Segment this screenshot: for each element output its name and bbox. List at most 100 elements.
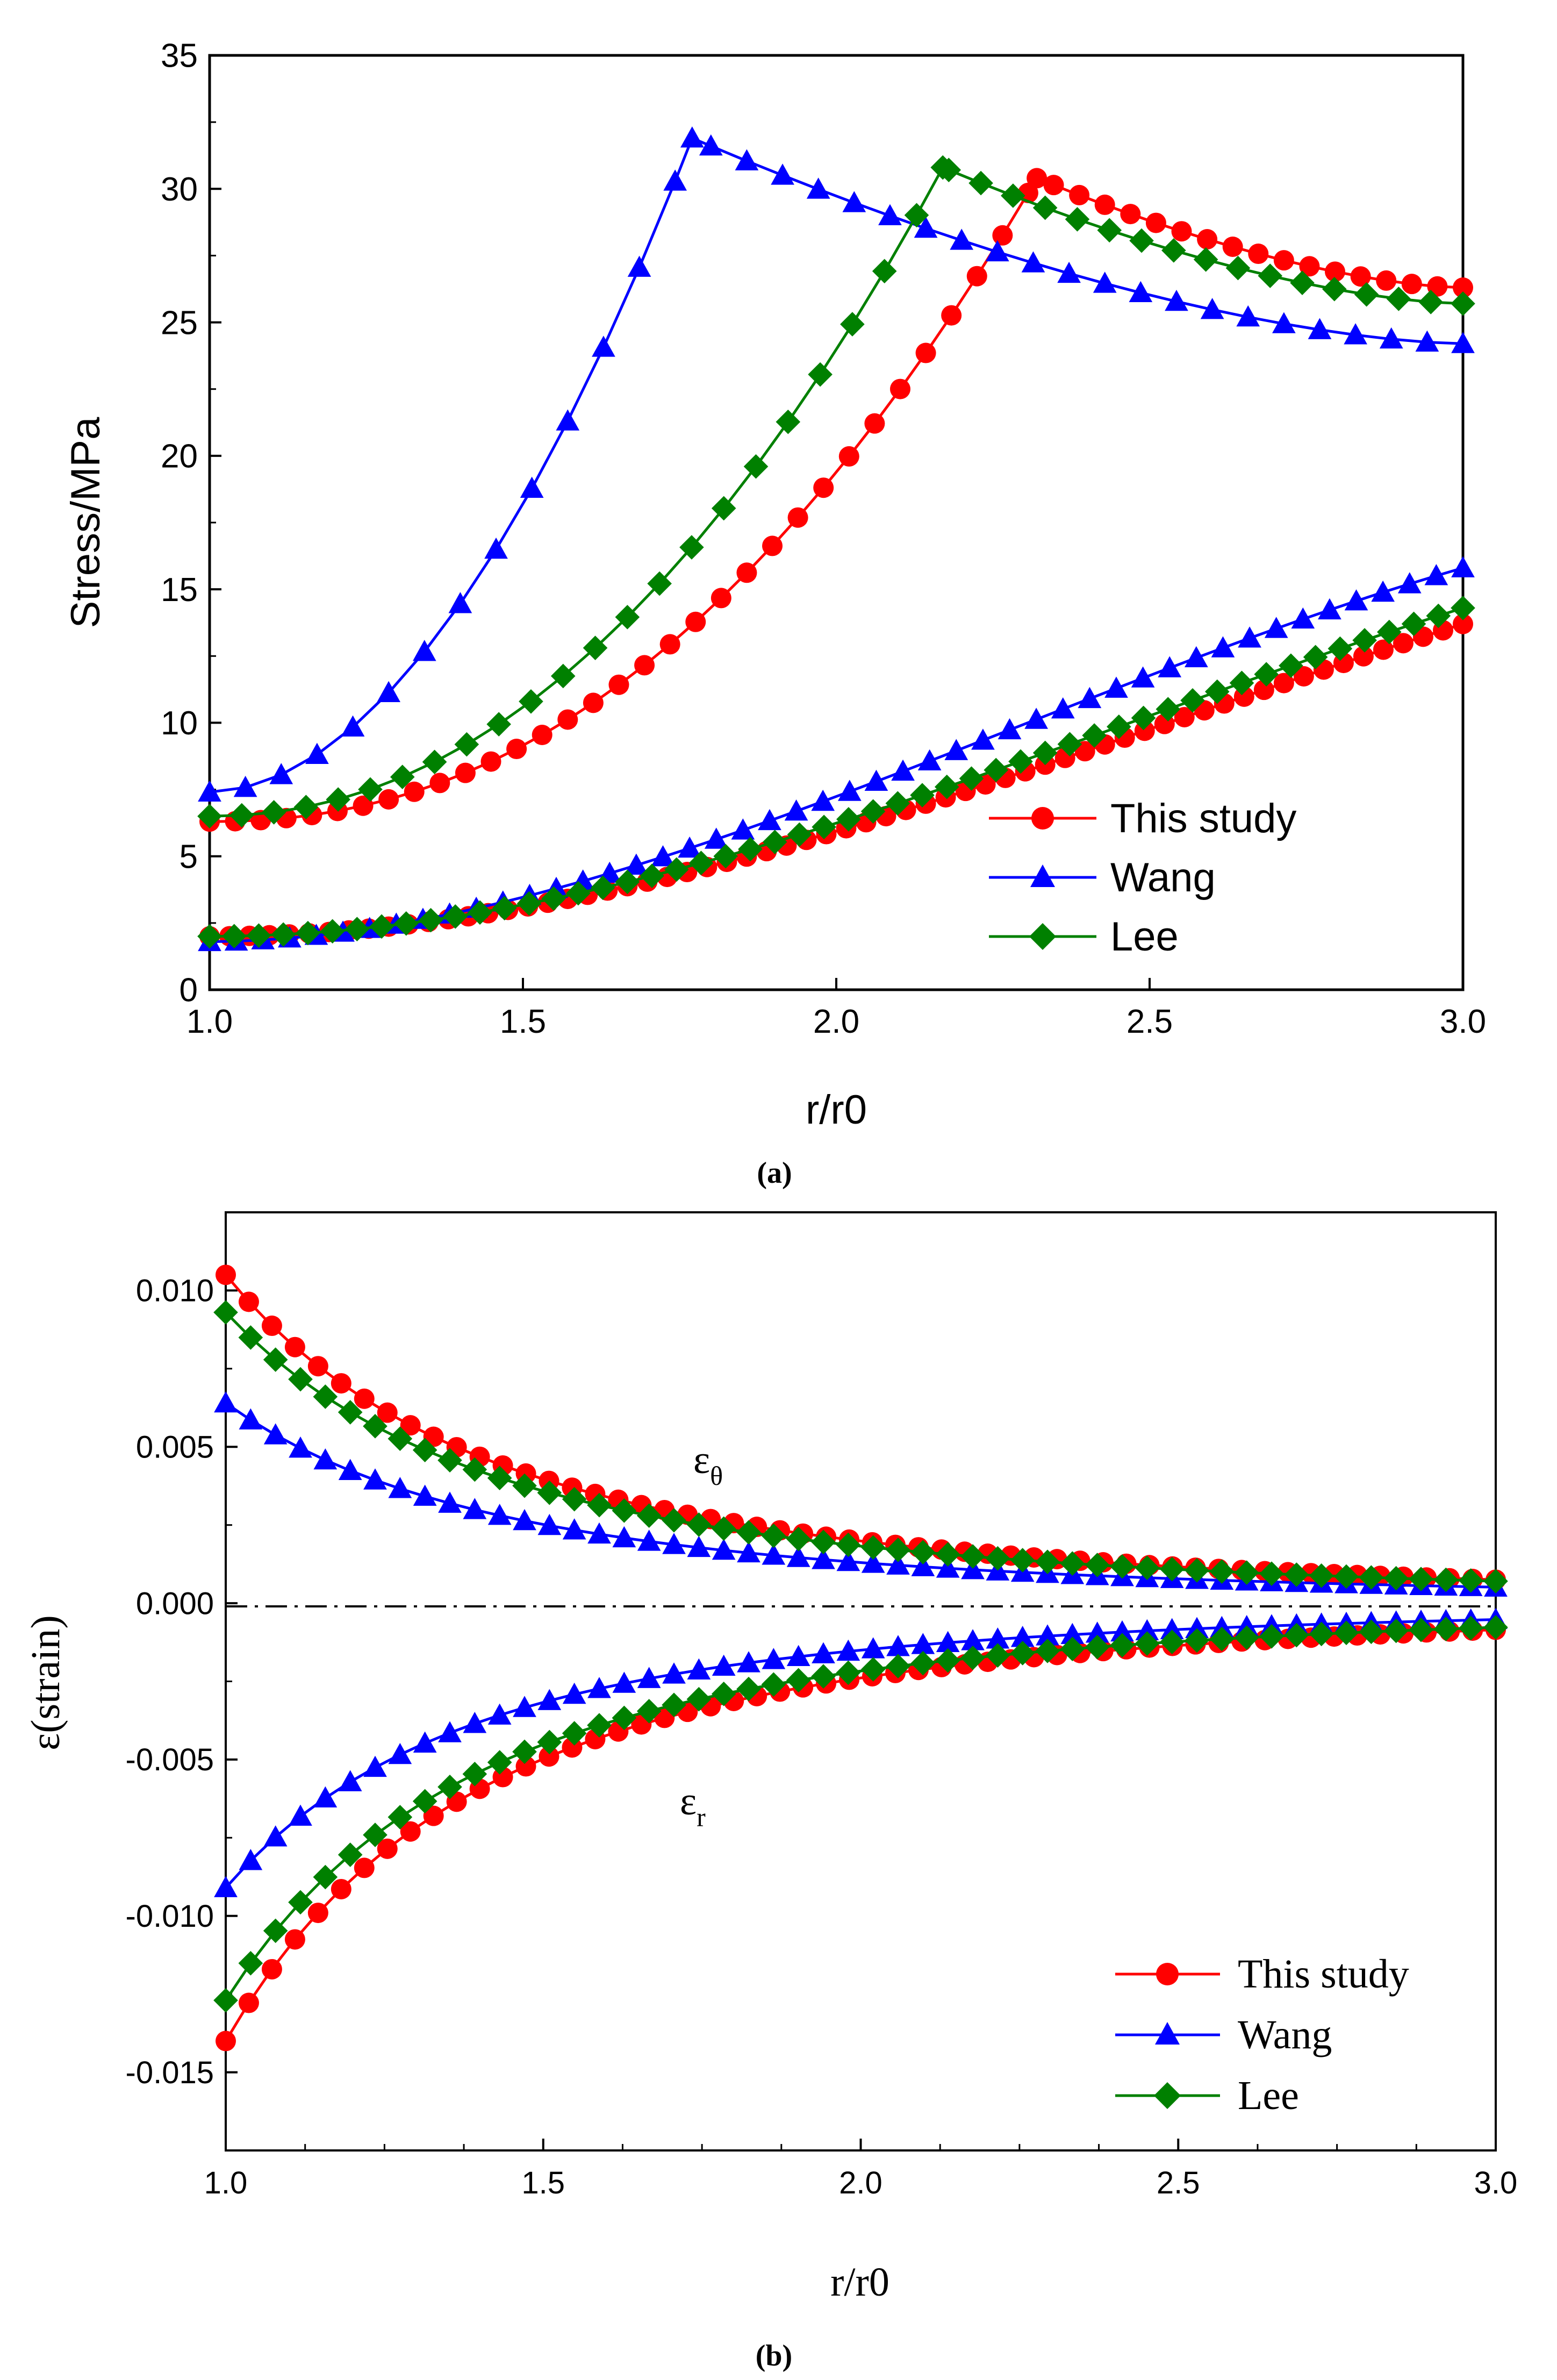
panel-a-series-this-study-point: [1094, 194, 1115, 215]
panel-b-y-tick-label: -0.005: [126, 1742, 214, 1777]
panel-a-series-lee-point: [934, 774, 959, 799]
panel-a-series-this-study-point: [532, 725, 553, 746]
panel-b-series-lee-point: [487, 1466, 512, 1490]
panel-b-series-this-study-point: [423, 1805, 444, 1826]
panel-b-series-this-study-point: [261, 1959, 282, 1979]
panel-a-series-lee-point: [776, 409, 801, 434]
legend-b-wang-marker: [1155, 2022, 1180, 2045]
panel-a-series-wang-point: [1291, 607, 1315, 629]
panel-a-series-lee-point: [615, 605, 640, 630]
panel-b-series-lee-point: [1359, 1565, 1384, 1590]
panel-b-series-lee-point: [1433, 1567, 1459, 1592]
panel-b-axis-ticks: 1.0 1.5 2.0 2.5 3.0 -0.015 -0.010 -0.005 0.000 0.…: [126, 1274, 1518, 2200]
panel-a-series-wang-point: [944, 739, 968, 760]
panel-a-series-this-study-point: [404, 781, 425, 802]
panel-a-series-lee-point: [840, 312, 865, 337]
panel-b-y-tick-label: 0.005: [136, 1430, 214, 1465]
panel-a-series: [197, 126, 1475, 952]
panel-b-series-lee-point: [1309, 1621, 1334, 1647]
panel-b-series-lee-point: [412, 1438, 437, 1462]
panel-b-series-wang-point: [836, 1549, 860, 1571]
legend-b-this-study-label: This study: [1238, 1952, 1409, 1997]
panel-a-series-lee-point: [984, 757, 1009, 783]
panel-b-series-lee-point: [1284, 1623, 1309, 1648]
panel-b-series-lee-point: [711, 1682, 736, 1706]
panel-a-caption: (a): [757, 1156, 792, 1190]
panel-b-series-lee-point: [363, 1414, 388, 1439]
panel-a-series-this-study-point: [1353, 646, 1374, 667]
panel-a-series-lee-point: [836, 807, 861, 832]
panel-a-series-wang-point: [1200, 298, 1224, 319]
panel-b-series-lee-point: [1309, 1563, 1334, 1588]
panel-a-series-wang-point: [1371, 580, 1395, 602]
panel-b-series-this-study-point: [284, 1336, 305, 1357]
panel-a-series-this-study-point: [966, 266, 987, 287]
panel-b-legend: This study Wang Lee: [1115, 1952, 1409, 2118]
panel-a-series-lee-point: [959, 766, 984, 791]
panel-a-series-wang-point: [1158, 656, 1182, 677]
panel-b-series-wang-point: [612, 1671, 636, 1693]
panel-a-series-lee-point: [320, 919, 345, 944]
panel-b-series-lee-point: [238, 1950, 263, 1976]
panel-a-series-lee-point: [454, 732, 479, 757]
panel-a-series-lee-point: [271, 922, 296, 947]
panel-a-series-this-study-point: [1043, 175, 1064, 196]
panel-b-series-lee-point: [288, 1890, 313, 1915]
panel-b-x-tick-label: 1.5: [521, 2165, 565, 2200]
panel-b-series-this-study-point: [238, 1291, 259, 1312]
panel-a-series-lee-point: [1401, 611, 1426, 637]
panel-a-y-tick-label: 5: [180, 838, 198, 875]
panel-a-legend: This study Wang Lee: [989, 796, 1296, 960]
panel-a-series-lee-point: [647, 571, 672, 596]
legend-a-lee-label: Lee: [1110, 914, 1179, 960]
panel-a-series-this-study-point: [1453, 613, 1473, 634]
panel-a-series-wang-point: [1165, 289, 1188, 311]
panel-a-y-tick-label: 0: [180, 972, 198, 1009]
legend-b-lee-label: Lee: [1238, 2073, 1299, 2118]
panel-b-x-axis-label: r/r0: [830, 2260, 889, 2305]
panel-a-series-wang-point: [985, 240, 1009, 262]
panel-b-series-lee-point: [636, 1699, 662, 1724]
panel-a-y-axis-label: Stress/MPa: [63, 417, 109, 628]
panel-a-series-wang-point: [1051, 697, 1075, 719]
annotation-r-symbol: ε: [680, 1779, 697, 1824]
panel-b-series-lee-point: [1334, 1564, 1359, 1589]
panel-b-series-lee-point: [736, 1676, 761, 1702]
panel-a-series-wang-point: [592, 335, 615, 357]
panel-b-series-lee-point: [462, 1457, 487, 1482]
panel-a-series-this-study-point: [1373, 639, 1394, 660]
panel-b-series-lee-point: [537, 1480, 562, 1505]
panel-b-series-lee-point: [1185, 1558, 1209, 1583]
panel-a-series-lee-point: [1097, 218, 1122, 243]
panel-a-series-lee-point: [1161, 238, 1186, 263]
panel-a-series-this-study-point: [1325, 261, 1346, 282]
panel-b-series-lee-point: [860, 1535, 886, 1560]
panel-a-series-wang-point: [520, 476, 544, 498]
panel-a-series-wang-point: [699, 134, 723, 156]
panel-a-series-lee-point: [1180, 688, 1205, 713]
panel-a-series-wang-point: [680, 126, 704, 148]
panel-b-series-wang-point: [1060, 1623, 1085, 1645]
panel-a-series-this-study-point: [659, 634, 680, 655]
panel-b-series-wang-point: [363, 1468, 387, 1490]
panel-a-series-lee-point: [492, 896, 517, 921]
panel-a-series-wang-point: [806, 177, 830, 199]
panel-b-series-wang-point: [1036, 1624, 1059, 1646]
panel-b-series-this-study-point: [354, 1857, 375, 1878]
panel-a-series-lee-point: [197, 924, 222, 949]
panel-b-strain-chart: 1.0 1.5 2.0 2.5 3.0 -0.015 -0.010 -0.005 0.000 0.…: [23, 1211, 1518, 2372]
panel-b-series-lee-point: [1060, 1551, 1085, 1576]
panel-a-series-wang-point: [627, 255, 651, 277]
panel-b-series-this-study-point: [354, 1388, 375, 1409]
panel-a-series-lee-point: [1386, 287, 1411, 311]
panel-b-series-lee-point: [263, 1918, 288, 1943]
panel-b-series-wang-point: [612, 1526, 636, 1548]
panel-a-series-lee-point: [787, 822, 812, 847]
panel-b-series-lee-point: [1010, 1641, 1035, 1666]
panel-a-series-wang-point: [735, 149, 759, 170]
panel-a-series-lee-point: [860, 799, 886, 824]
panel-b-series-lee-point: [263, 1347, 288, 1372]
panel-b-series-lee-point: [1334, 1620, 1359, 1646]
panel-a-series-lee-point: [326, 787, 350, 812]
panel-a-series-wang-point: [377, 681, 400, 703]
